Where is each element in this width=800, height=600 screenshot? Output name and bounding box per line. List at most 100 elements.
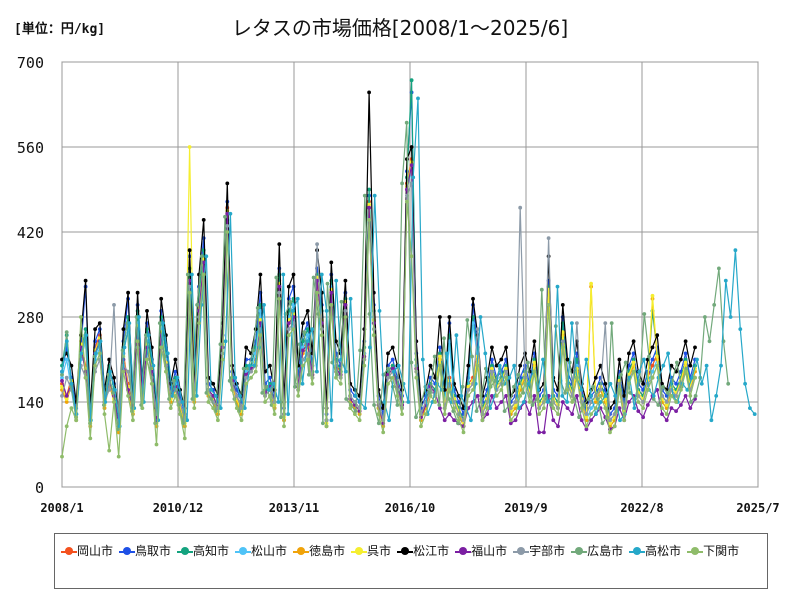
data-point [282, 424, 286, 429]
data-point [301, 339, 305, 344]
data-point [641, 381, 645, 386]
data-point [542, 406, 546, 410]
data-point [485, 412, 490, 416]
data-point [618, 418, 622, 423]
data-point [271, 381, 276, 386]
data-point [315, 290, 319, 295]
data-point [251, 348, 255, 353]
data-point [469, 418, 473, 423]
data-point [315, 369, 319, 374]
data-point [223, 339, 228, 344]
data-point [438, 345, 442, 350]
data-point [502, 409, 507, 413]
data-point [674, 381, 678, 386]
data-point [390, 363, 395, 368]
data-point [589, 418, 593, 423]
data-point [234, 394, 239, 398]
data-point [598, 363, 603, 368]
data-point [660, 412, 664, 416]
data-point [693, 345, 697, 350]
data-point [276, 400, 281, 404]
chart-title: レタスの市場価格[2008/1～2025/6] [231, 16, 569, 40]
data-point [353, 394, 358, 398]
data-point [192, 406, 197, 410]
data-point [409, 163, 414, 168]
data-point [674, 400, 678, 404]
data-point [608, 430, 612, 435]
data-point [392, 369, 396, 374]
data-point [494, 363, 499, 368]
data-point [570, 400, 575, 404]
data-point [238, 394, 242, 398]
data-point [244, 375, 249, 380]
data-point [418, 403, 423, 407]
data-point [513, 400, 518, 404]
data-point [223, 214, 227, 219]
data-point [64, 424, 69, 429]
data-point [111, 391, 116, 395]
data-point [664, 418, 669, 423]
data-point [400, 181, 404, 186]
legend-label: 高松市 [645, 544, 682, 558]
legend-swatch [61, 547, 77, 555]
data-point [409, 254, 414, 259]
data-point [131, 418, 135, 423]
data-point [204, 254, 209, 259]
data-point [499, 400, 504, 404]
data-point [79, 315, 83, 319]
data-point [263, 400, 267, 404]
data-point [442, 388, 447, 392]
legend-swatch [629, 547, 646, 555]
data-point [302, 330, 307, 335]
data-point [228, 211, 233, 216]
data-point [575, 394, 579, 398]
data-point [74, 418, 79, 423]
data-point [589, 394, 593, 398]
legend-item: 広島市 [571, 541, 623, 561]
data-point [216, 418, 220, 423]
data-point [404, 120, 409, 125]
data-point [239, 418, 244, 423]
data-point [329, 260, 334, 265]
data-point [69, 363, 74, 368]
data-point [227, 378, 232, 383]
data-point [466, 394, 471, 398]
data-point [675, 360, 679, 365]
data-point [661, 384, 665, 389]
data-point [591, 384, 595, 389]
data-point [242, 406, 247, 410]
data-point [738, 327, 743, 331]
legend-item: 下関市 [687, 541, 739, 561]
data-point [368, 345, 372, 350]
data-point [295, 296, 300, 301]
data-point [655, 354, 660, 359]
data-point [69, 406, 74, 410]
data-point [452, 418, 456, 423]
data-point [688, 406, 693, 410]
data-point [112, 375, 116, 380]
legend-swatch [513, 547, 530, 555]
data-point [348, 296, 353, 301]
data-point [508, 418, 513, 423]
data-point [185, 418, 190, 423]
data-point [608, 418, 612, 423]
data-point [617, 388, 622, 392]
data-point [508, 421, 513, 426]
data-point [234, 406, 239, 410]
data-point [637, 369, 642, 374]
data-point [201, 272, 206, 277]
data-point [704, 363, 709, 368]
data-point [268, 394, 272, 398]
legend-item: 高松市 [629, 541, 681, 561]
data-point [723, 278, 728, 283]
data-point [381, 430, 386, 435]
data-point [527, 412, 532, 416]
data-point [126, 290, 130, 295]
data-point [504, 394, 508, 398]
data-point [683, 351, 688, 356]
data-point [660, 381, 664, 386]
data-point [433, 400, 438, 404]
data-point [456, 418, 461, 423]
data-point [636, 409, 641, 413]
data-point [586, 397, 591, 401]
